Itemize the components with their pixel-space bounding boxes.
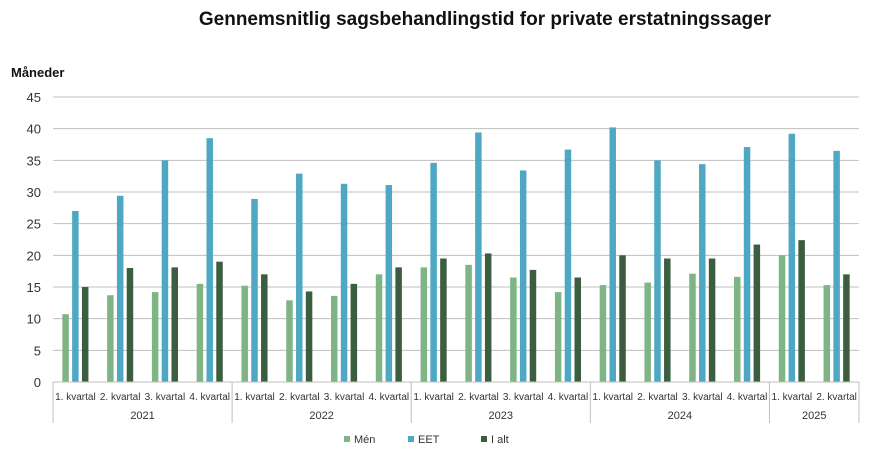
x-category-label: 2. kvartal bbox=[100, 392, 141, 403]
bar bbox=[430, 162, 437, 382]
bar bbox=[574, 277, 581, 382]
bar bbox=[395, 267, 402, 382]
bar bbox=[81, 287, 89, 382]
bar bbox=[216, 261, 223, 382]
x-group-label: 2022 bbox=[309, 410, 333, 422]
y-tick-label: 10 bbox=[27, 312, 41, 327]
y-tick-label: 5 bbox=[34, 343, 41, 358]
x-category-label: 3. kvartal bbox=[503, 392, 544, 403]
bar bbox=[261, 274, 268, 382]
x-category-label: 2. kvartal bbox=[637, 392, 678, 403]
bar bbox=[375, 274, 383, 382]
bar bbox=[161, 160, 169, 382]
bar bbox=[743, 147, 751, 382]
x-category-label: 2. kvartal bbox=[458, 392, 499, 403]
bar bbox=[519, 170, 527, 382]
bar bbox=[251, 198, 258, 382]
y-tick-label: 15 bbox=[27, 280, 41, 295]
bar bbox=[286, 300, 293, 382]
x-group-label: 2021 bbox=[130, 410, 154, 422]
y-tick-label: 25 bbox=[27, 217, 41, 232]
y-tick-label: 35 bbox=[27, 153, 41, 168]
bar bbox=[699, 164, 706, 382]
bar bbox=[843, 274, 850, 382]
x-category-label: 3. kvartal bbox=[145, 392, 186, 403]
y-axis-label: Måneder bbox=[11, 65, 65, 80]
bar bbox=[72, 211, 79, 382]
bar bbox=[116, 195, 124, 382]
bar bbox=[107, 295, 114, 382]
bar bbox=[833, 150, 840, 382]
bar bbox=[241, 285, 248, 382]
bar bbox=[420, 267, 428, 382]
x-group-label: 2024 bbox=[668, 410, 692, 422]
bar bbox=[331, 295, 338, 382]
bar bbox=[171, 267, 178, 382]
bar bbox=[126, 268, 134, 382]
x-category-label: 1. kvartal bbox=[55, 392, 96, 403]
bar bbox=[484, 253, 492, 382]
bar bbox=[619, 255, 626, 382]
legend-swatch bbox=[408, 436, 414, 442]
bar bbox=[296, 173, 303, 382]
x-category-label: 1. kvartal bbox=[592, 392, 633, 403]
x-category-label: 3. kvartal bbox=[324, 392, 365, 403]
y-tick-label: 20 bbox=[27, 248, 41, 263]
bar bbox=[340, 183, 348, 382]
bar bbox=[305, 291, 313, 382]
bar bbox=[654, 160, 661, 382]
legend-label: I alt bbox=[491, 434, 509, 446]
legend-label: Mén bbox=[354, 434, 375, 446]
bar bbox=[788, 133, 796, 382]
bar bbox=[196, 283, 204, 382]
x-category-label: 1. kvartal bbox=[413, 392, 454, 403]
bar bbox=[798, 240, 805, 382]
bar bbox=[151, 292, 159, 382]
bar bbox=[599, 285, 607, 382]
bar bbox=[554, 292, 562, 382]
x-category-label: 4. kvartal bbox=[548, 392, 589, 403]
y-tick-label: 0 bbox=[34, 375, 41, 390]
bar bbox=[708, 258, 716, 382]
bar bbox=[689, 273, 696, 382]
x-category-label: 4. kvartal bbox=[369, 392, 410, 403]
bar bbox=[664, 258, 671, 382]
bar bbox=[465, 264, 472, 382]
x-category-label: 2. kvartal bbox=[279, 392, 320, 403]
y-tick-label: 45 bbox=[27, 90, 41, 105]
x-category-label: 2. kvartal bbox=[816, 392, 857, 403]
y-tick-label: 30 bbox=[27, 185, 41, 200]
bar bbox=[644, 282, 651, 382]
x-category-label: 4. kvartal bbox=[727, 392, 768, 403]
bar bbox=[510, 277, 517, 382]
x-category-label: 1. kvartal bbox=[772, 392, 813, 403]
x-category-label: 3. kvartal bbox=[682, 392, 723, 403]
bar bbox=[529, 269, 537, 382]
x-group-label: 2025 bbox=[802, 410, 826, 422]
x-group-label: 2023 bbox=[489, 410, 513, 422]
x-category-label: 4. kvartal bbox=[189, 392, 230, 403]
bar bbox=[778, 255, 786, 382]
bar bbox=[350, 283, 358, 382]
bar bbox=[734, 276, 741, 382]
bar bbox=[62, 314, 69, 382]
legend-swatch bbox=[481, 436, 487, 442]
chart-title: Gennemsnitlig sagsbehandlingstid for pri… bbox=[198, 9, 772, 30]
bar bbox=[206, 138, 213, 382]
y-tick-label: 40 bbox=[27, 122, 41, 137]
bar bbox=[753, 244, 761, 382]
bar bbox=[475, 132, 482, 382]
legend-label: EET bbox=[418, 434, 440, 446]
legend-swatch bbox=[344, 436, 350, 442]
bar bbox=[440, 258, 447, 382]
bar bbox=[385, 185, 393, 382]
bar bbox=[823, 285, 831, 382]
x-category-label: 1. kvartal bbox=[234, 392, 275, 403]
bar bbox=[564, 149, 572, 382]
bar bbox=[609, 127, 616, 383]
